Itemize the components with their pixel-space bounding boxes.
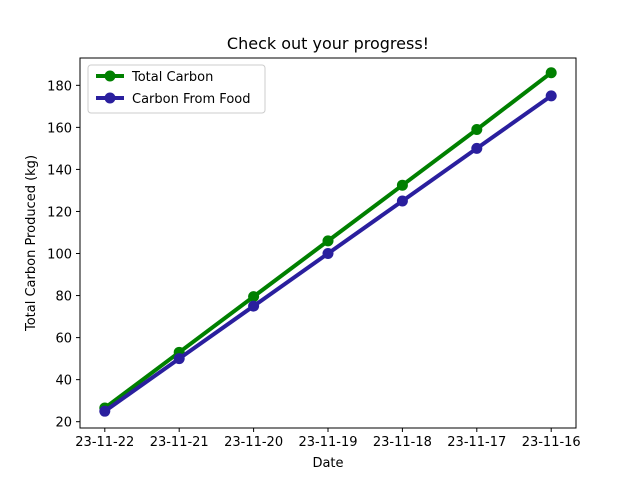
y-tick-label: 100 [47, 248, 72, 263]
y-tick-label: 60 [55, 332, 72, 347]
legend-label-1: Carbon From Food [132, 92, 250, 107]
legend-box [87, 64, 266, 114]
y-tick-label: 120 [47, 205, 72, 220]
chart-title: Check out your progress! [227, 34, 429, 53]
legend-marker-1 [104, 92, 116, 104]
x-axis-label: Date [312, 456, 343, 471]
y-tick-label: 180 [47, 79, 72, 94]
data-point-1 [173, 353, 185, 365]
legend-marker-0 [104, 70, 116, 82]
x-tick-label: 23-11-21 [150, 435, 209, 450]
y-tick-label: 140 [47, 163, 72, 178]
y-tick-label: 20 [55, 416, 72, 431]
x-tick-label: 23-11-18 [373, 435, 432, 450]
data-point-0 [471, 123, 483, 135]
data-point-1 [545, 90, 557, 102]
data-point-0 [322, 235, 334, 247]
data-point-1 [396, 195, 408, 207]
y-axis-label: Total Carbon Produced (kg) [24, 155, 39, 332]
data-point-1 [248, 300, 260, 312]
y-tick-label: 160 [47, 121, 72, 136]
data-point-1 [322, 248, 334, 260]
data-point-0 [248, 291, 260, 303]
data-point-1 [99, 405, 111, 417]
x-tick-label: 23-11-19 [298, 435, 357, 450]
data-point-1 [471, 142, 483, 154]
x-tick-label: 23-11-20 [224, 435, 283, 450]
data-point-0 [545, 67, 557, 79]
x-tick-label: 23-11-17 [447, 435, 506, 450]
x-tick-label: 23-11-16 [522, 435, 581, 450]
legend: Total Carbon Carbon From Food [87, 64, 266, 114]
y-tick-label: 80 [55, 290, 72, 305]
data-point-0 [396, 179, 408, 191]
plot-area: 23-11-22 23-11-21 23-11-20 23-11-19 23-11-18… [47, 57, 581, 450]
legend-label-0: Total Carbon [131, 70, 213, 85]
x-tick-label: 23-11-22 [75, 435, 134, 450]
y-tick-label: 40 [55, 374, 72, 389]
